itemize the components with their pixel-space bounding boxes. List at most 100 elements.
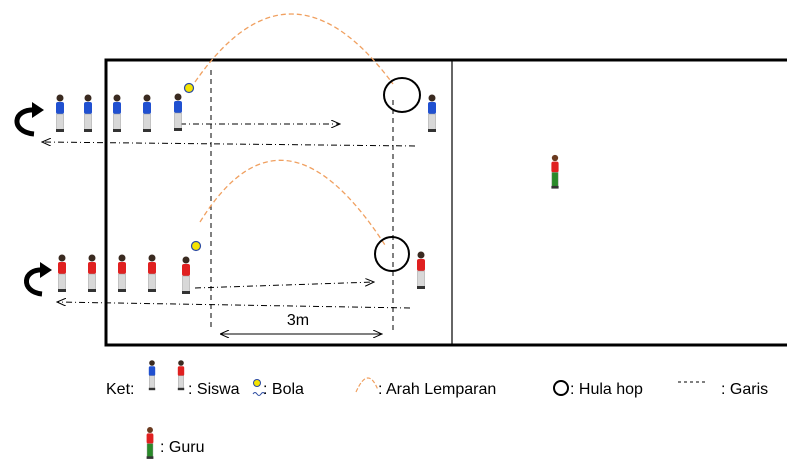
torso <box>113 102 121 114</box>
head <box>551 154 559 162</box>
throw-arcs <box>194 13 394 246</box>
legs <box>428 113 436 131</box>
legs <box>148 273 156 291</box>
legs <box>143 113 151 131</box>
person <box>58 254 66 292</box>
person <box>148 360 156 391</box>
person <box>417 251 425 289</box>
head <box>118 254 126 262</box>
feet <box>417 286 425 289</box>
person <box>146 427 154 459</box>
legend-hoop <box>553 380 569 396</box>
head <box>88 254 96 262</box>
legs <box>56 113 64 131</box>
legs <box>118 273 126 291</box>
person <box>177 360 185 391</box>
head <box>143 94 151 102</box>
head <box>113 94 121 102</box>
feet <box>56 129 64 132</box>
legs <box>146 443 154 458</box>
person <box>428 94 436 132</box>
head <box>58 254 66 262</box>
head <box>417 251 425 259</box>
people <box>56 93 559 459</box>
torso <box>182 264 190 276</box>
person <box>56 94 64 132</box>
legs <box>148 375 156 389</box>
person <box>88 254 96 292</box>
feet <box>177 387 185 391</box>
feet <box>84 129 92 132</box>
feet <box>148 387 156 391</box>
legend-label: : Siswa <box>188 381 240 398</box>
feet <box>182 291 190 294</box>
feet <box>146 456 154 459</box>
person <box>113 94 121 132</box>
legend-arc <box>355 377 379 393</box>
head <box>56 94 64 102</box>
feet <box>174 128 182 131</box>
head <box>174 93 182 101</box>
person <box>551 154 559 189</box>
person <box>143 94 151 132</box>
feet <box>113 129 121 132</box>
legend-label: : Bola <box>263 381 304 398</box>
torso <box>58 262 66 274</box>
balls <box>183 82 202 252</box>
feet <box>551 185 559 189</box>
feet <box>428 129 436 132</box>
feet <box>58 289 66 292</box>
court <box>104 58 787 347</box>
torso <box>428 102 436 114</box>
rotation-arrows <box>14 107 45 297</box>
head <box>149 360 155 366</box>
legend-ball <box>253 379 261 387</box>
torso <box>88 262 96 274</box>
person <box>148 254 156 292</box>
legs <box>58 273 66 291</box>
torso <box>148 262 156 274</box>
person <box>84 94 92 132</box>
feet <box>88 289 96 292</box>
person <box>118 254 126 292</box>
guide-lines <box>210 70 394 330</box>
legend-label: : Garis <box>721 381 768 398</box>
head <box>182 256 190 264</box>
head <box>178 360 184 366</box>
legend-label: : Hula hop <box>570 381 643 398</box>
legend: Ket: : Siswa : Bola : Arah Lemparan : Hu… <box>106 377 768 456</box>
torso <box>551 161 559 173</box>
legend-ball-squiggle <box>252 392 266 396</box>
feet <box>148 289 156 292</box>
torso <box>174 101 182 113</box>
person <box>182 256 190 294</box>
legs <box>551 172 559 188</box>
person <box>174 93 182 131</box>
head <box>147 427 153 433</box>
legs <box>417 270 425 288</box>
feet <box>118 289 126 292</box>
torso <box>56 102 64 114</box>
legend-label: : Arah Lemparan <box>378 381 496 398</box>
torso <box>177 366 185 376</box>
legs <box>182 275 190 293</box>
torso <box>148 366 156 376</box>
torso <box>118 262 126 274</box>
legend-prefix: Ket: <box>106 381 134 398</box>
torso <box>84 102 92 114</box>
torso <box>146 433 154 444</box>
movement-arrows <box>42 124 416 309</box>
legs <box>88 273 96 291</box>
rotation-arrow-heads <box>32 102 52 278</box>
legs <box>84 113 92 131</box>
legs <box>113 113 121 131</box>
torso <box>143 102 151 114</box>
distance-label: 3m <box>287 312 309 329</box>
feet <box>143 129 151 132</box>
torso <box>417 259 425 271</box>
legend-label: : Guru <box>160 439 204 456</box>
hula-hoops <box>374 77 421 272</box>
head <box>428 94 436 102</box>
legs <box>174 112 182 130</box>
